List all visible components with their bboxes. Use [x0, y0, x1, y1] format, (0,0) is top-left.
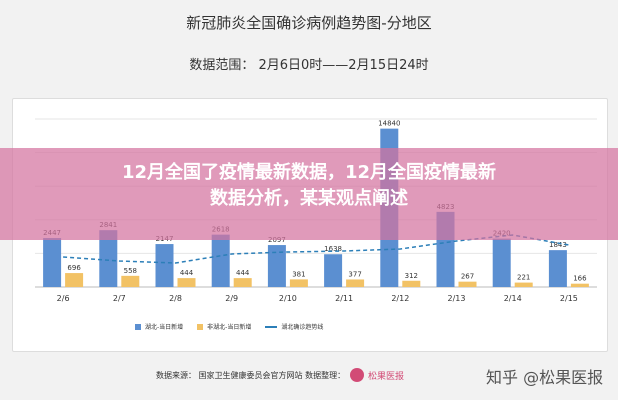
data-label-nonhubei: 444	[236, 269, 250, 277]
bar-nonhubei	[121, 275, 140, 287]
x-tick-label: 2/10	[279, 294, 297, 303]
x-tick-label: 2/15	[560, 294, 578, 303]
data-label-hubei: 14840	[378, 120, 400, 128]
bar-hubei	[155, 244, 174, 287]
data-range: 数据范围： 2月6日0时——2月15日24时	[189, 58, 429, 73]
bar-hubei	[492, 238, 511, 287]
headline-text: 12月全国了疫情最新数据，12月全国疫情最新 数据分析，某某观点阐述	[0, 160, 618, 212]
bar-nonhubei	[177, 278, 196, 287]
x-tick-label: 2/13	[448, 294, 466, 303]
x-tick-label: 2/14	[504, 294, 522, 303]
bar-hubei	[211, 234, 230, 287]
bar-hubei	[324, 254, 343, 287]
data-source: 数据来源： 国家卫生健康委员会官方网站 数据整理：	[156, 371, 346, 380]
brand-badge-icon	[350, 368, 364, 382]
data-label-nonhubei: 558	[124, 267, 137, 275]
brand-logo: 松果医报	[350, 366, 430, 384]
legend-swatch-trend	[265, 325, 278, 328]
x-tick-label: 2/6	[57, 294, 70, 303]
bar-hubei	[267, 245, 286, 287]
data-label-nonhubei: 444	[180, 269, 194, 277]
legend: 湖北-当日新增 非湖北-当日新增 湖北确诊趋势线	[135, 322, 323, 331]
legend-item-trend: 湖北确诊趋势线	[265, 322, 323, 331]
legend-swatch-hubei	[135, 323, 141, 330]
headline-banner	[0, 148, 618, 240]
bar-nonhubei	[458, 281, 477, 287]
x-tick-label: 2/7	[113, 294, 126, 303]
bar-nonhubei	[233, 278, 252, 287]
legend-label-trend: 湖北确诊趋势线	[281, 324, 324, 331]
x-tick-label: 2/8	[169, 294, 182, 303]
bar-hubei	[99, 230, 118, 287]
headline-line-2: 数据分析，某某观点阐述	[210, 188, 408, 209]
legend-label-hubei: 湖北-当日新增	[145, 324, 184, 331]
data-label-hubei: 1843	[549, 241, 567, 249]
bar-hubei	[548, 250, 567, 287]
data-label-nonhubei: 166	[573, 275, 587, 283]
legend-swatch-nonhubei	[197, 323, 204, 330]
x-tick-label: 2/11	[335, 294, 353, 303]
bar-nonhubei	[346, 279, 365, 287]
data-label-nonhubei: 381	[292, 270, 305, 278]
legend-item-nonhubei: 非湖北-当日新增	[197, 322, 251, 331]
data-label-nonhubei: 221	[517, 274, 530, 282]
legend-label-nonhubei: 非湖北-当日新增	[207, 324, 252, 331]
bar-hubei	[43, 238, 62, 287]
headline-line-1: 12月全国了疫情最新数据，12月全国疫情最新	[121, 162, 497, 183]
bar-nonhubei	[402, 280, 421, 287]
data-label-hubei: 2097	[268, 236, 286, 244]
data-label-nonhubei: 696	[67, 264, 81, 272]
zhihu-watermark: 知乎 @松果医报	[486, 368, 604, 387]
bar-nonhubei	[65, 273, 84, 287]
chart-title: 新冠肺炎全国确诊病例趋势图-分地区	[186, 14, 432, 32]
bar-nonhubei	[570, 283, 589, 287]
brand-name: 松果医报	[368, 371, 405, 382]
legend-item-hubei: 湖北-当日新增	[135, 322, 183, 331]
data-label-nonhubei: 377	[348, 270, 361, 278]
data-label-hubei: 1638	[324, 245, 342, 253]
bar-nonhubei	[514, 282, 533, 287]
x-tick-label: 2/12	[391, 294, 409, 303]
data-label-nonhubei: 267	[461, 273, 474, 281]
bar-nonhubei	[289, 279, 308, 287]
data-label-nonhubei: 312	[405, 272, 418, 280]
x-tick-label: 2/9	[225, 294, 238, 303]
